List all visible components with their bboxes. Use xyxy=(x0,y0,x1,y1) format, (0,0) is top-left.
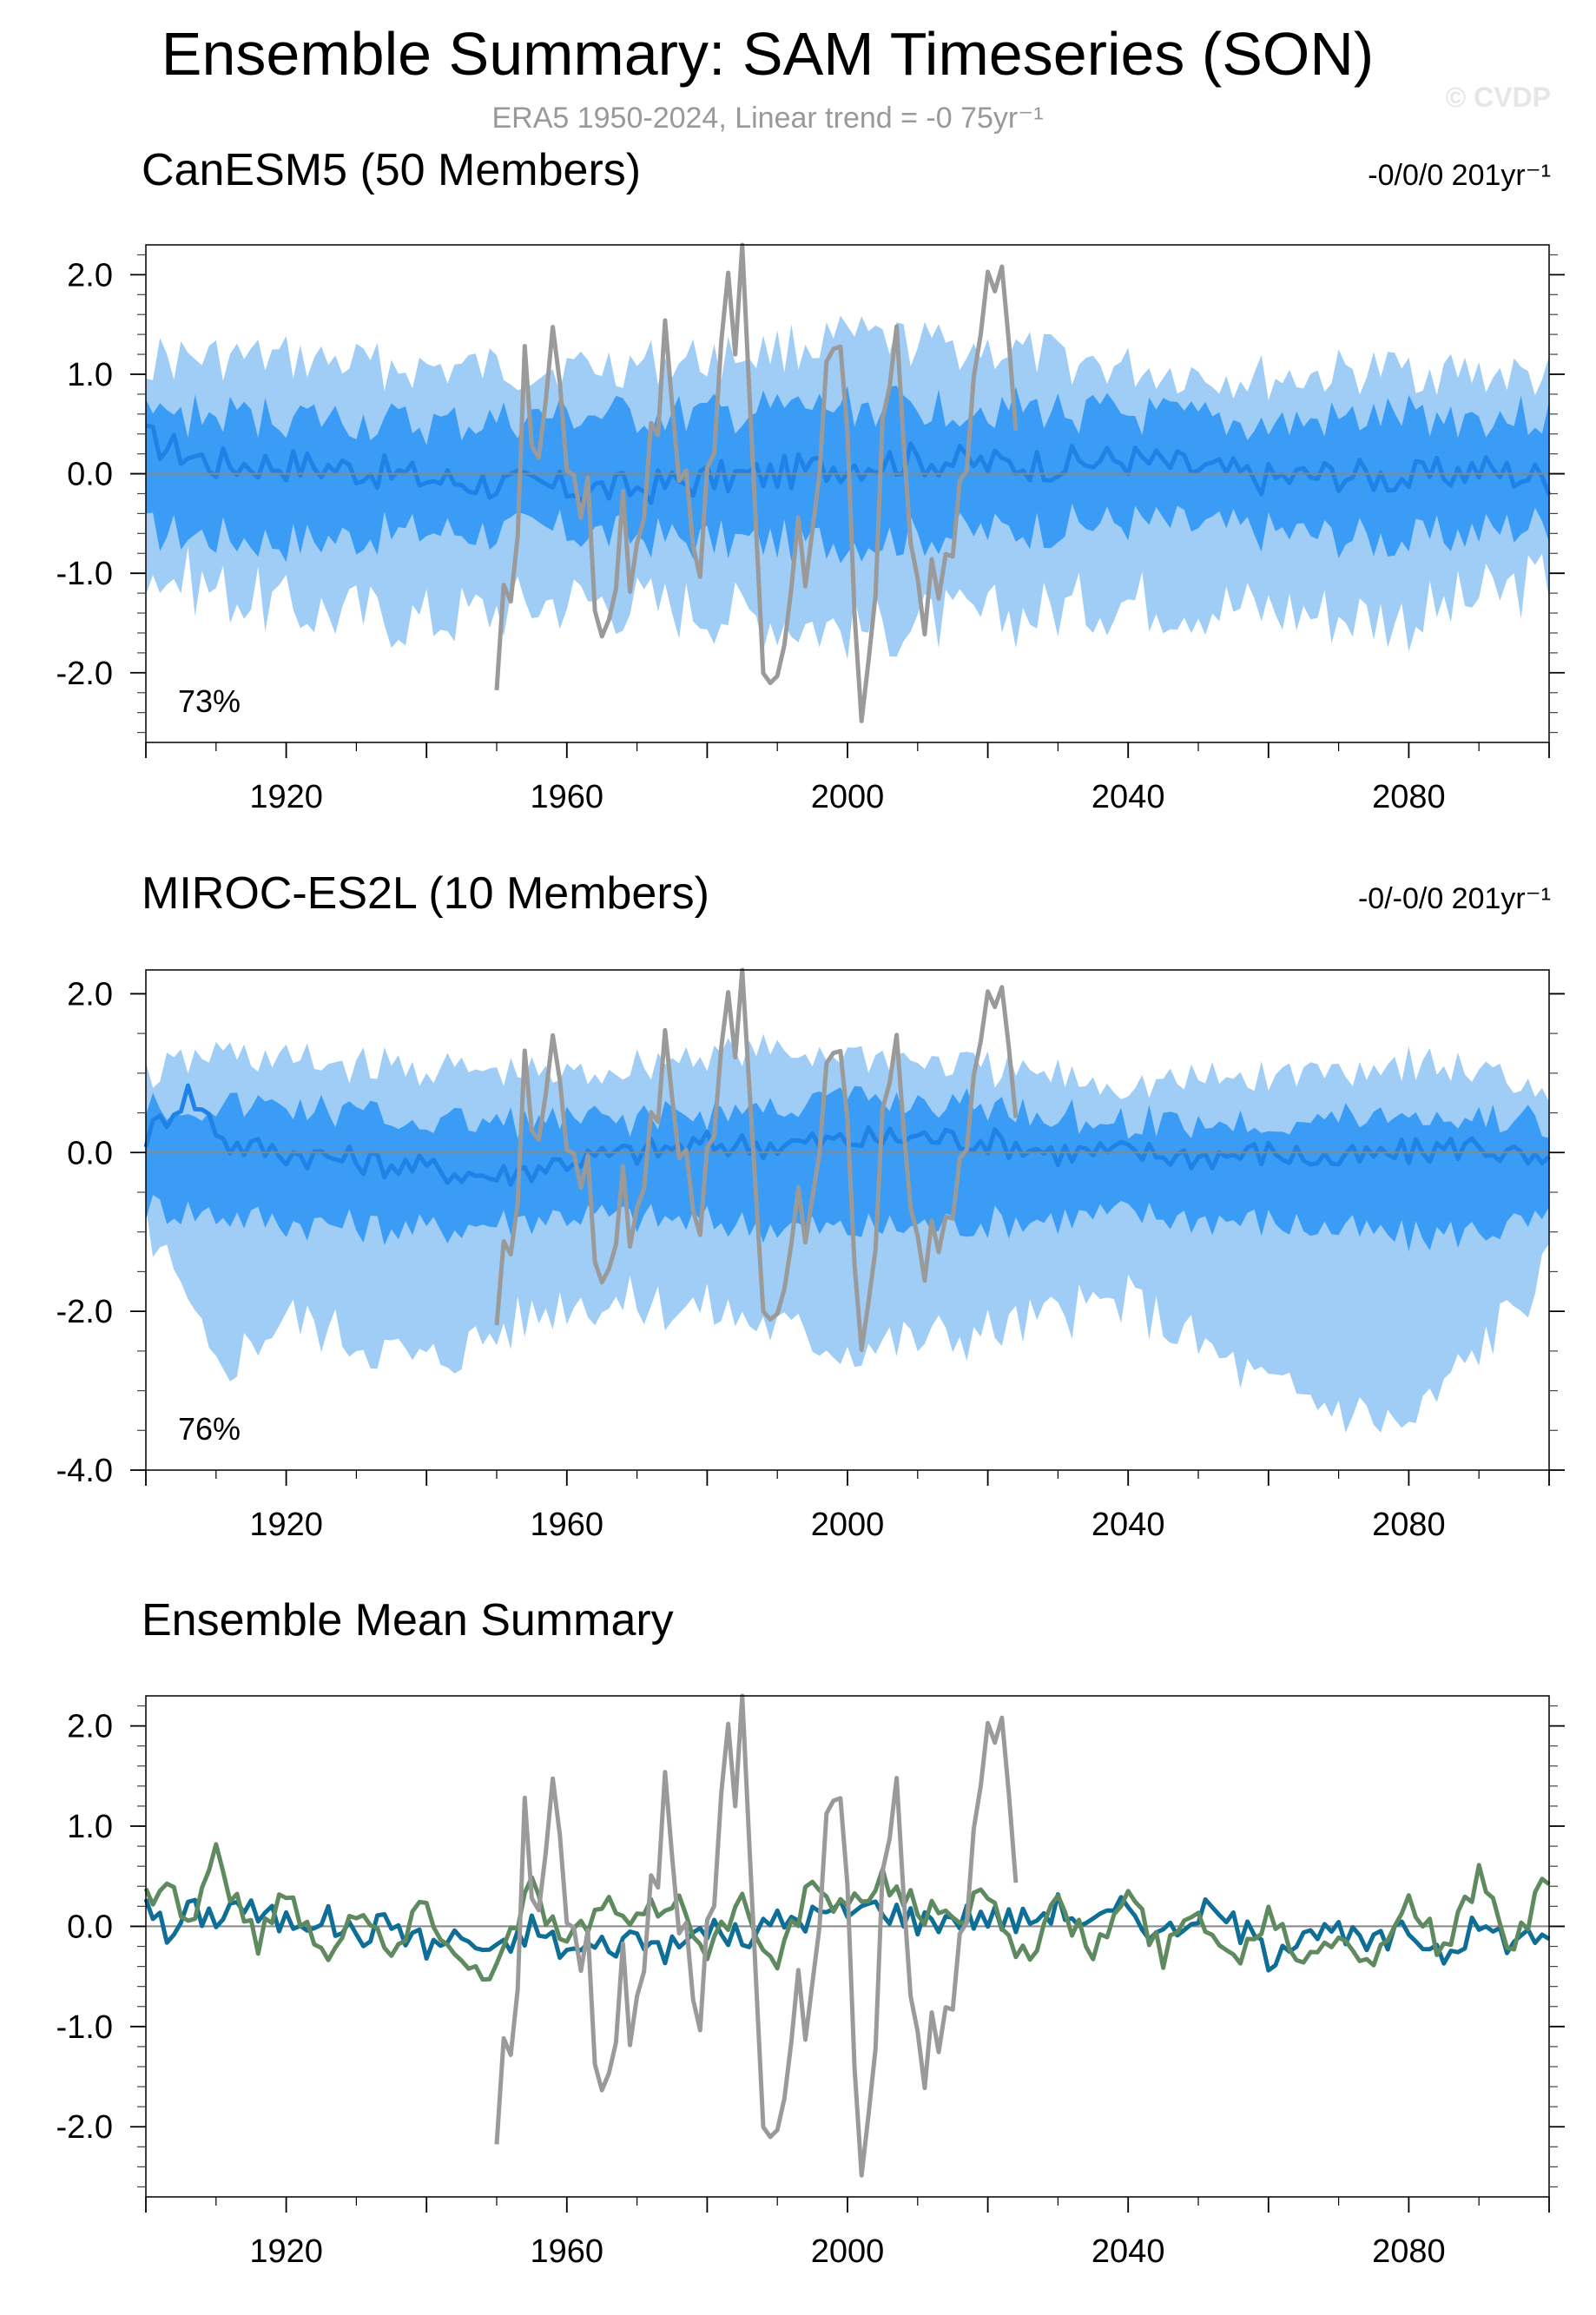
y-tick-label: -2.0 xyxy=(56,1294,113,1330)
x-tick-label: 2080 xyxy=(1372,779,1446,815)
chart-panel-1: 2.0 1.0 0.0 -1.0 -2.0 1920 1960 2000 2040 2080 73% xyxy=(56,242,1565,815)
panel-2-trend: -0/-0/0 201yr⁻¹ xyxy=(1357,882,1551,915)
chart-panel-3: 2.0 1.0 0.0 -1.0 -2.0 1920 1960 2000 2040 2080 xyxy=(56,1693,1565,2270)
y-tick-label: 0.0 xyxy=(67,1135,113,1171)
x-tick-label: 2000 xyxy=(811,2233,885,2270)
y-tick-label: -2.0 xyxy=(56,2109,113,2146)
y-tick-label: 2.0 xyxy=(67,1709,113,1745)
x-tick-label: 2000 xyxy=(811,1507,885,1543)
x-tick-label: 2040 xyxy=(1091,1507,1165,1543)
y-tick-label: 2.0 xyxy=(67,257,113,293)
x-tick-label: 2080 xyxy=(1372,2233,1446,2270)
figure-title: Ensemble Summary: SAM Timeseries (SON) xyxy=(161,20,1375,88)
y-tick-label: 2.0 xyxy=(67,976,113,1012)
x-tick-label: 1920 xyxy=(249,1507,323,1543)
x-tick-label: 1960 xyxy=(531,2233,604,2270)
y-tick-label: 0.0 xyxy=(67,457,113,493)
y-tick-label: -2.0 xyxy=(56,656,113,692)
era5-observation-line xyxy=(494,967,1019,1352)
x-tick-label: 1920 xyxy=(249,779,323,815)
y-tick-label: -1.0 xyxy=(56,556,113,592)
ensemble-percentile-label: 73% xyxy=(178,683,241,719)
x-tick-label: 2040 xyxy=(1091,2233,1165,2270)
ensemble-10-90-range-band xyxy=(146,1085,1549,1252)
x-tick-label: 2040 xyxy=(1091,779,1165,815)
x-tick-label: 1960 xyxy=(531,779,604,815)
panel-1-title: CanESM5 (50 Members) xyxy=(142,145,642,195)
plot-area xyxy=(146,1696,1549,2197)
x-tick-label: 1920 xyxy=(249,2233,323,2270)
x-tick-label: 1960 xyxy=(531,1507,604,1543)
era5-observation-line xyxy=(494,1693,1019,2178)
y-tick-label: 0.0 xyxy=(67,1909,113,1945)
figure-subtitle: ERA5 1950-2024, Linear trend = -0 75yr⁻¹ xyxy=(491,102,1044,135)
panel-3-title: Ensemble Mean Summary xyxy=(142,1595,674,1646)
ensemble-percentile-label: 76% xyxy=(178,1411,241,1447)
y-tick-label: 1.0 xyxy=(67,357,113,393)
chart-panel-2: 2.0 0.0 -2.0 -4.0 1920 1960 2000 2040 2080 76% xyxy=(56,967,1565,1543)
y-tick-label: 1.0 xyxy=(67,1809,113,1845)
cvdp-watermark: © CVDP xyxy=(1445,82,1551,113)
panel-1-trend: -0/0/0 201yr⁻¹ xyxy=(1368,159,1551,192)
panel-2-title: MIROC-ES2L (10 Members) xyxy=(142,868,709,919)
x-tick-label: 2080 xyxy=(1372,1507,1446,1543)
y-tick-label: -1.0 xyxy=(56,2009,113,2046)
y-tick-label: -4.0 xyxy=(56,1453,113,1489)
x-tick-label: 2000 xyxy=(811,779,885,815)
era5-observation-line xyxy=(494,242,1019,723)
